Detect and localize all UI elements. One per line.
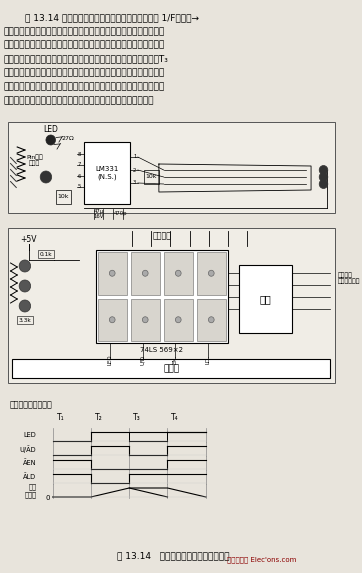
Bar [131, 252, 160, 295]
Circle shape [319, 172, 328, 182]
Text: LM331
(N.S.): LM331 (N.S.) [96, 166, 119, 180]
Text: 6: 6 [78, 174, 81, 179]
Text: 0: 0 [45, 495, 50, 501]
Text: 1: 1 [133, 155, 136, 159]
Circle shape [142, 270, 148, 276]
Circle shape [176, 270, 181, 276]
Text: 3.3k: 3.3k [18, 317, 31, 323]
Text: LED: LED [108, 355, 113, 366]
Text: 定时器: 定时器 [163, 364, 180, 373]
Circle shape [40, 171, 52, 183]
Bar [131, 299, 160, 341]
Bar [144, 170, 159, 184]
Text: T₄: T₄ [171, 414, 179, 422]
Text: ĀEN: ĀEN [23, 460, 36, 466]
Text: 3: 3 [133, 180, 136, 186]
Text: 0.1k: 0.1k [39, 252, 52, 257]
Circle shape [46, 135, 55, 145]
Text: 图 13.14   使用计数器的光强度检测电路: 图 13.14 使用计数器的光强度检测电路 [117, 551, 230, 560]
Text: 端将信号变换成脉冲，故在传输线路中不会使信号恶化。同样，该电: 端将信号变换成脉冲，故在传输线路中不会使信号恶化。同样，该电 [4, 82, 165, 91]
Text: T₂: T₂ [95, 414, 102, 422]
Text: T₁: T₁ [56, 414, 64, 422]
Text: 法跟前述的方法相同，只要改变方向进行积分，并同时对光源进行控: 法跟前述的方法相同，只要改变方向进行积分，并同时对光源进行控 [4, 41, 165, 50]
Circle shape [19, 280, 31, 292]
Text: 电子发烧友 Elec'ons.com: 电子发烧友 Elec'ons.com [227, 556, 297, 563]
Text: 470p: 470p [114, 211, 127, 217]
Circle shape [209, 270, 214, 276]
Text: 计数
器输出: 计数 器输出 [24, 484, 36, 498]
Text: 2: 2 [133, 167, 136, 172]
Text: 7: 7 [78, 163, 81, 167]
Text: ĀLD: ĀLD [23, 474, 36, 480]
Text: 同左: 同左 [260, 294, 272, 304]
Circle shape [109, 270, 115, 276]
Circle shape [109, 317, 115, 323]
Text: 10k: 10k [146, 175, 157, 179]
Circle shape [319, 166, 328, 175]
Bar [17, 316, 33, 324]
Circle shape [176, 317, 181, 323]
Circle shape [19, 300, 31, 312]
Text: 频率）变换器连接，于是光强度原封不动地变换成脉冲频率。这种方: 频率）变换器连接，于是光强度原封不动地变换成脉冲频率。这种方 [4, 27, 165, 36]
Text: 区间的计数器输出，就是无外部影响的光强度测定値。该电路在检测: 区间的计数器输出，就是无外部影响的光强度测定値。该电路在检测 [4, 68, 165, 77]
Text: 10k: 10k [58, 194, 69, 199]
Bar [98, 299, 127, 341]
Bar [12, 359, 330, 378]
Circle shape [19, 260, 31, 272]
Text: U/D: U/D [140, 355, 145, 365]
Bar [239, 265, 292, 333]
Text: 5: 5 [78, 185, 81, 190]
Text: 制。积分器使用计数器，若采用可逆计数器，便可倒转积分方向。T₃: 制。积分器使用计数器，若采用可逆计数器，便可倒转积分方向。T₃ [4, 54, 169, 64]
Text: LED: LED [43, 125, 58, 135]
Bar [96, 250, 228, 343]
Bar [8, 122, 335, 213]
Text: Pin光电
二极管: Pin光电 二极管 [26, 154, 43, 166]
Text: 8: 8 [78, 151, 81, 156]
Text: 图 13.14 中的感光元件（针形光电二极管）直接跟 1/F（电流→: 图 13.14 中的感光元件（针形光电二极管）直接跟 1/F（电流→ [25, 13, 199, 22]
Text: U/ĀD: U/ĀD [20, 445, 36, 453]
Circle shape [209, 317, 214, 323]
Text: LD: LD [205, 356, 210, 364]
Text: LED: LED [24, 432, 36, 438]
Text: 必需增设
相应的计数器: 必需增设 相应的计数器 [338, 272, 360, 284]
Text: 定时发生电路时间图: 定时发生电路时间图 [9, 401, 52, 410]
Bar [84, 142, 130, 204]
Text: 74LS 569×2: 74LS 569×2 [140, 347, 183, 353]
Circle shape [319, 179, 328, 189]
Text: +5V: +5V [21, 236, 37, 245]
Bar [164, 299, 193, 341]
Bar [8, 228, 335, 383]
Bar [98, 252, 127, 295]
Circle shape [142, 317, 148, 323]
Bar [197, 299, 226, 341]
Bar [197, 252, 226, 295]
Bar [164, 252, 193, 295]
Text: 数字输出: 数字输出 [152, 231, 171, 241]
Text: 路除了可用于各种光的测量外，还可用于霍尔元件的磁性测量。: 路除了可用于各种光的测量外，还可用于霍尔元件的磁性测量。 [4, 96, 154, 105]
Text: T₃: T₃ [133, 414, 141, 422]
Text: 47μ
16V: 47μ 16V [93, 209, 104, 219]
Text: EN: EN [173, 356, 178, 364]
Bar [38, 250, 54, 258]
Text: 27Ω: 27Ω [62, 136, 74, 142]
Bar [55, 190, 71, 204]
